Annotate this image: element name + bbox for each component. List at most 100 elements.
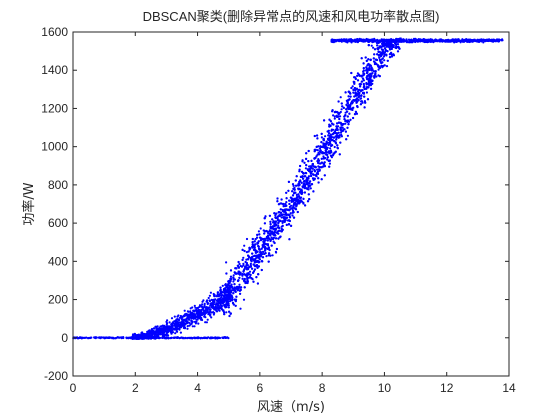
data-point: [212, 311, 215, 314]
data-point: [248, 256, 251, 259]
data-point: [273, 241, 276, 245]
plot-area: [73, 32, 509, 376]
data-point: [295, 184, 298, 187]
data-point: [192, 315, 195, 318]
data-point: [269, 223, 272, 226]
data-point: [429, 38, 432, 41]
data-point: [346, 102, 349, 105]
data-point: [291, 194, 295, 197]
data-point: [360, 100, 364, 103]
data-point: [407, 41, 411, 44]
data-point: [307, 177, 310, 180]
data-point: [475, 40, 478, 43]
data-point: [138, 334, 141, 338]
data-point: [349, 118, 352, 121]
data-point: [336, 122, 339, 125]
data-point: [207, 336, 210, 339]
data-point: [362, 79, 365, 82]
data-point: [100, 336, 104, 339]
data-point: [336, 125, 340, 128]
data-point: [274, 250, 277, 253]
data-point: [333, 151, 336, 154]
data-point: [390, 47, 393, 51]
data-point: [313, 170, 317, 173]
data-point: [186, 325, 189, 328]
data-point: [191, 337, 194, 340]
data-point: [260, 237, 263, 240]
data-point: [263, 232, 266, 235]
data-point: [256, 266, 259, 269]
data-point: [278, 219, 281, 222]
data-point: [114, 337, 117, 340]
data-point: [316, 153, 319, 156]
data-point: [333, 145, 336, 149]
data-point: [285, 208, 288, 211]
data-point: [238, 262, 241, 266]
data-point: [249, 273, 252, 276]
data-point: [205, 300, 208, 303]
data-point: [288, 202, 291, 206]
data-point: [320, 178, 323, 181]
data-point: [234, 304, 237, 307]
data-point: [178, 337, 181, 340]
data-point: [268, 248, 271, 252]
data-point: [244, 273, 247, 276]
data-point: [283, 216, 286, 219]
data-point: [360, 39, 363, 43]
data-point: [342, 123, 345, 126]
data-point: [296, 210, 299, 214]
data-point: [278, 229, 281, 232]
y-tick-label: 1200: [41, 101, 68, 115]
data-point: [299, 175, 302, 178]
data-point: [243, 277, 246, 281]
data-point: [268, 230, 271, 233]
data-point: [356, 92, 359, 95]
data-point: [308, 182, 311, 185]
data-point: [346, 126, 349, 129]
data-point: [156, 325, 159, 328]
data-point: [232, 292, 235, 295]
data-point: [296, 196, 299, 199]
data-point: [262, 244, 265, 247]
data-point: [292, 184, 295, 187]
data-point: [296, 202, 299, 205]
data-point: [149, 330, 152, 333]
data-point: [234, 290, 237, 293]
data-point: [352, 116, 355, 120]
data-point: [377, 50, 380, 54]
data-point: [174, 328, 177, 331]
data-point: [308, 168, 311, 171]
data-point: [461, 38, 464, 41]
data-point: [200, 305, 203, 308]
data-point: [345, 103, 348, 106]
data-point: [218, 307, 221, 310]
data-point: [219, 286, 222, 289]
data-point: [317, 151, 320, 154]
data-point: [363, 100, 366, 103]
data-point: [320, 151, 324, 154]
data-point: [265, 229, 268, 233]
data-point: [357, 96, 360, 99]
data-point: [314, 174, 318, 177]
data-point: [361, 91, 364, 95]
data-point: [326, 156, 329, 159]
data-point: [259, 251, 262, 254]
data-point: [198, 305, 201, 308]
data-point: [331, 122, 334, 125]
data-point: [191, 325, 194, 328]
data-point: [367, 73, 371, 76]
data-point: [343, 38, 346, 41]
data-point: [380, 53, 383, 56]
x-tick-label: 10: [378, 381, 392, 395]
data-point: [154, 337, 157, 340]
data-point: [350, 71, 353, 75]
data-point: [203, 302, 206, 305]
data-point: [349, 92, 352, 95]
data-point: [173, 320, 176, 323]
data-point: [280, 198, 283, 201]
data-point: [93, 336, 96, 339]
data-point: [257, 244, 260, 248]
data-point: [327, 143, 330, 146]
data-point: [313, 177, 316, 180]
data-point: [300, 200, 304, 203]
